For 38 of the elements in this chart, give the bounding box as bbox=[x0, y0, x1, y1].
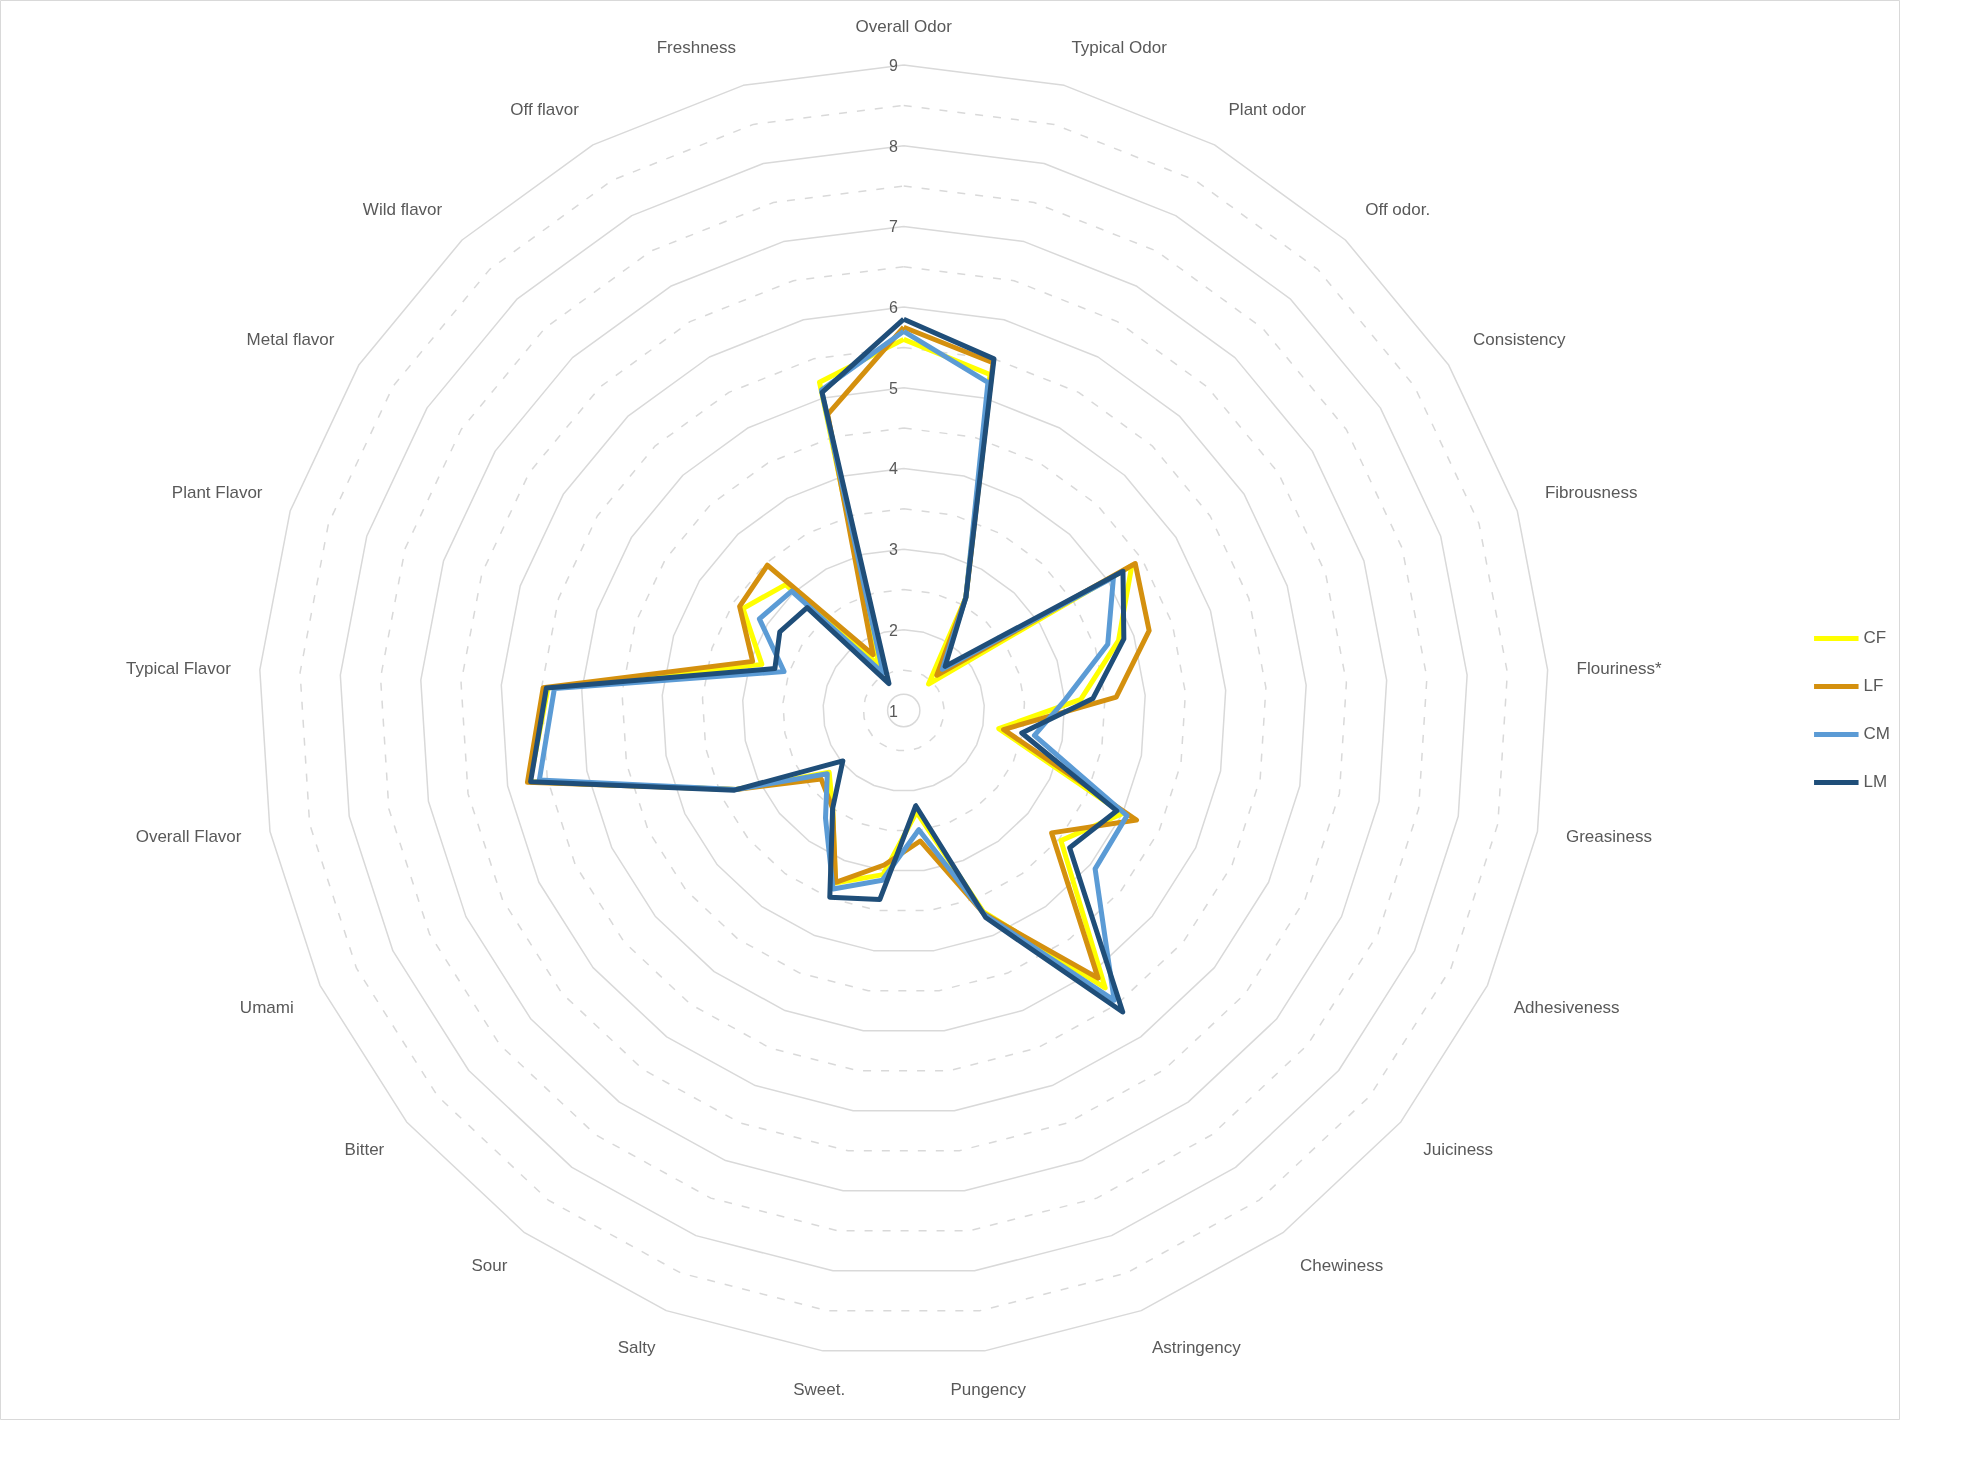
spoke-label: Plant odor bbox=[1228, 100, 1307, 120]
spoke-label: Plant Flavor bbox=[171, 483, 263, 503]
spoke-label: Typical Flavor bbox=[126, 658, 232, 678]
y-tick-label: 7 bbox=[888, 218, 898, 236]
y-tick-label: 6 bbox=[888, 299, 898, 317]
spoke-label: Juiciness bbox=[1423, 1140, 1494, 1160]
spoke-label: Flouriness* bbox=[1576, 658, 1663, 678]
spoke-label: Off odor. bbox=[1365, 199, 1431, 219]
spoke-label: Sweet. bbox=[793, 1379, 846, 1399]
spoke-label: Astringency bbox=[1151, 1337, 1242, 1357]
spoke-label: Umami bbox=[239, 997, 294, 1017]
y-tick-label: 9 bbox=[888, 57, 898, 75]
spoke-label: Bitter bbox=[344, 1140, 385, 1160]
legend-label: LF bbox=[1863, 676, 1884, 696]
spoke-label: Adhesiveness bbox=[1513, 997, 1620, 1017]
y-tick-label: 4 bbox=[888, 460, 898, 478]
spoke-label: Greasiness bbox=[1565, 827, 1652, 847]
spoke-label: Freshness bbox=[656, 38, 737, 58]
spoke-label: Overall Flavor bbox=[135, 827, 242, 847]
spoke-label: Wild flavor bbox=[362, 199, 443, 219]
y-tick-label: 3 bbox=[888, 541, 898, 559]
spoke-label: Overall Odor bbox=[855, 17, 953, 36]
spoke-label: Salty bbox=[617, 1337, 657, 1357]
y-tick-label: 2 bbox=[888, 621, 898, 639]
legend-label: CM bbox=[1863, 724, 1890, 744]
legend-label: CF bbox=[1863, 628, 1887, 648]
spoke-label: Off flavor bbox=[510, 100, 580, 120]
spoke-label: Typical Odor bbox=[1071, 38, 1168, 58]
y-tick-label: 8 bbox=[888, 137, 898, 155]
legend-label: LM bbox=[1863, 772, 1888, 792]
spoke-label: Fibrousness bbox=[1544, 483, 1638, 503]
spoke-label: Consistency bbox=[1472, 330, 1567, 350]
spoke-label: Sour bbox=[471, 1256, 508, 1276]
spoke-label: Chewiness bbox=[1300, 1256, 1384, 1276]
y-tick-label: 5 bbox=[888, 379, 898, 397]
spoke-label: Metal flavor bbox=[246, 330, 335, 350]
y-tick-label: 1 bbox=[888, 702, 898, 720]
spoke-label: Pungency bbox=[950, 1379, 1027, 1399]
